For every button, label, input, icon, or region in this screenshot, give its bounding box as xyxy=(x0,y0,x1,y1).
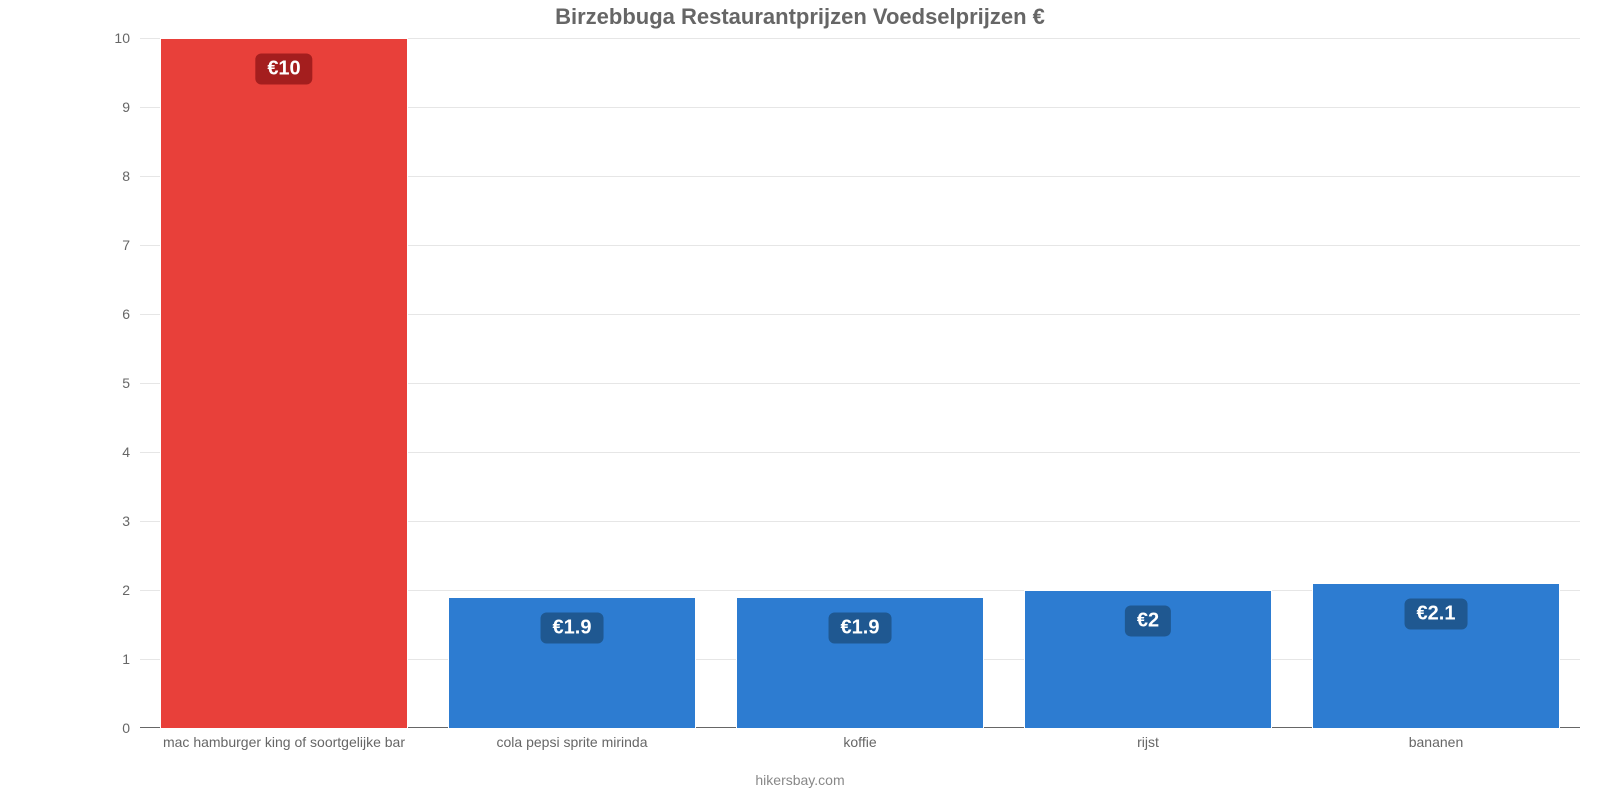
value-badge: €2 xyxy=(1125,606,1171,637)
y-tick-label: 10 xyxy=(90,30,130,46)
value-badge: €1.9 xyxy=(829,612,892,643)
bar xyxy=(160,38,408,728)
chart-footer: hikersbay.com xyxy=(0,772,1600,788)
y-tick-label: 2 xyxy=(90,582,130,598)
x-tick-label: bananen xyxy=(1236,734,1600,750)
y-tick-label: 6 xyxy=(90,306,130,322)
chart-title: Birzebbuga Restaurantprijzen Voedselprij… xyxy=(0,4,1600,30)
value-badge: €10 xyxy=(255,54,312,85)
value-badge: €2.1 xyxy=(1405,599,1468,630)
y-tick-label: 9 xyxy=(90,99,130,115)
y-tick-label: 3 xyxy=(90,513,130,529)
y-tick-label: 1 xyxy=(90,651,130,667)
y-tick-label: 5 xyxy=(90,375,130,391)
bar-chart: Birzebbuga Restaurantprijzen Voedselprij… xyxy=(0,0,1600,800)
y-tick-label: 7 xyxy=(90,237,130,253)
value-badge: €1.9 xyxy=(541,612,604,643)
y-tick-label: 4 xyxy=(90,444,130,460)
plot-area: 012345678910€10mac hamburger king of soo… xyxy=(140,38,1580,728)
y-tick-label: 8 xyxy=(90,168,130,184)
